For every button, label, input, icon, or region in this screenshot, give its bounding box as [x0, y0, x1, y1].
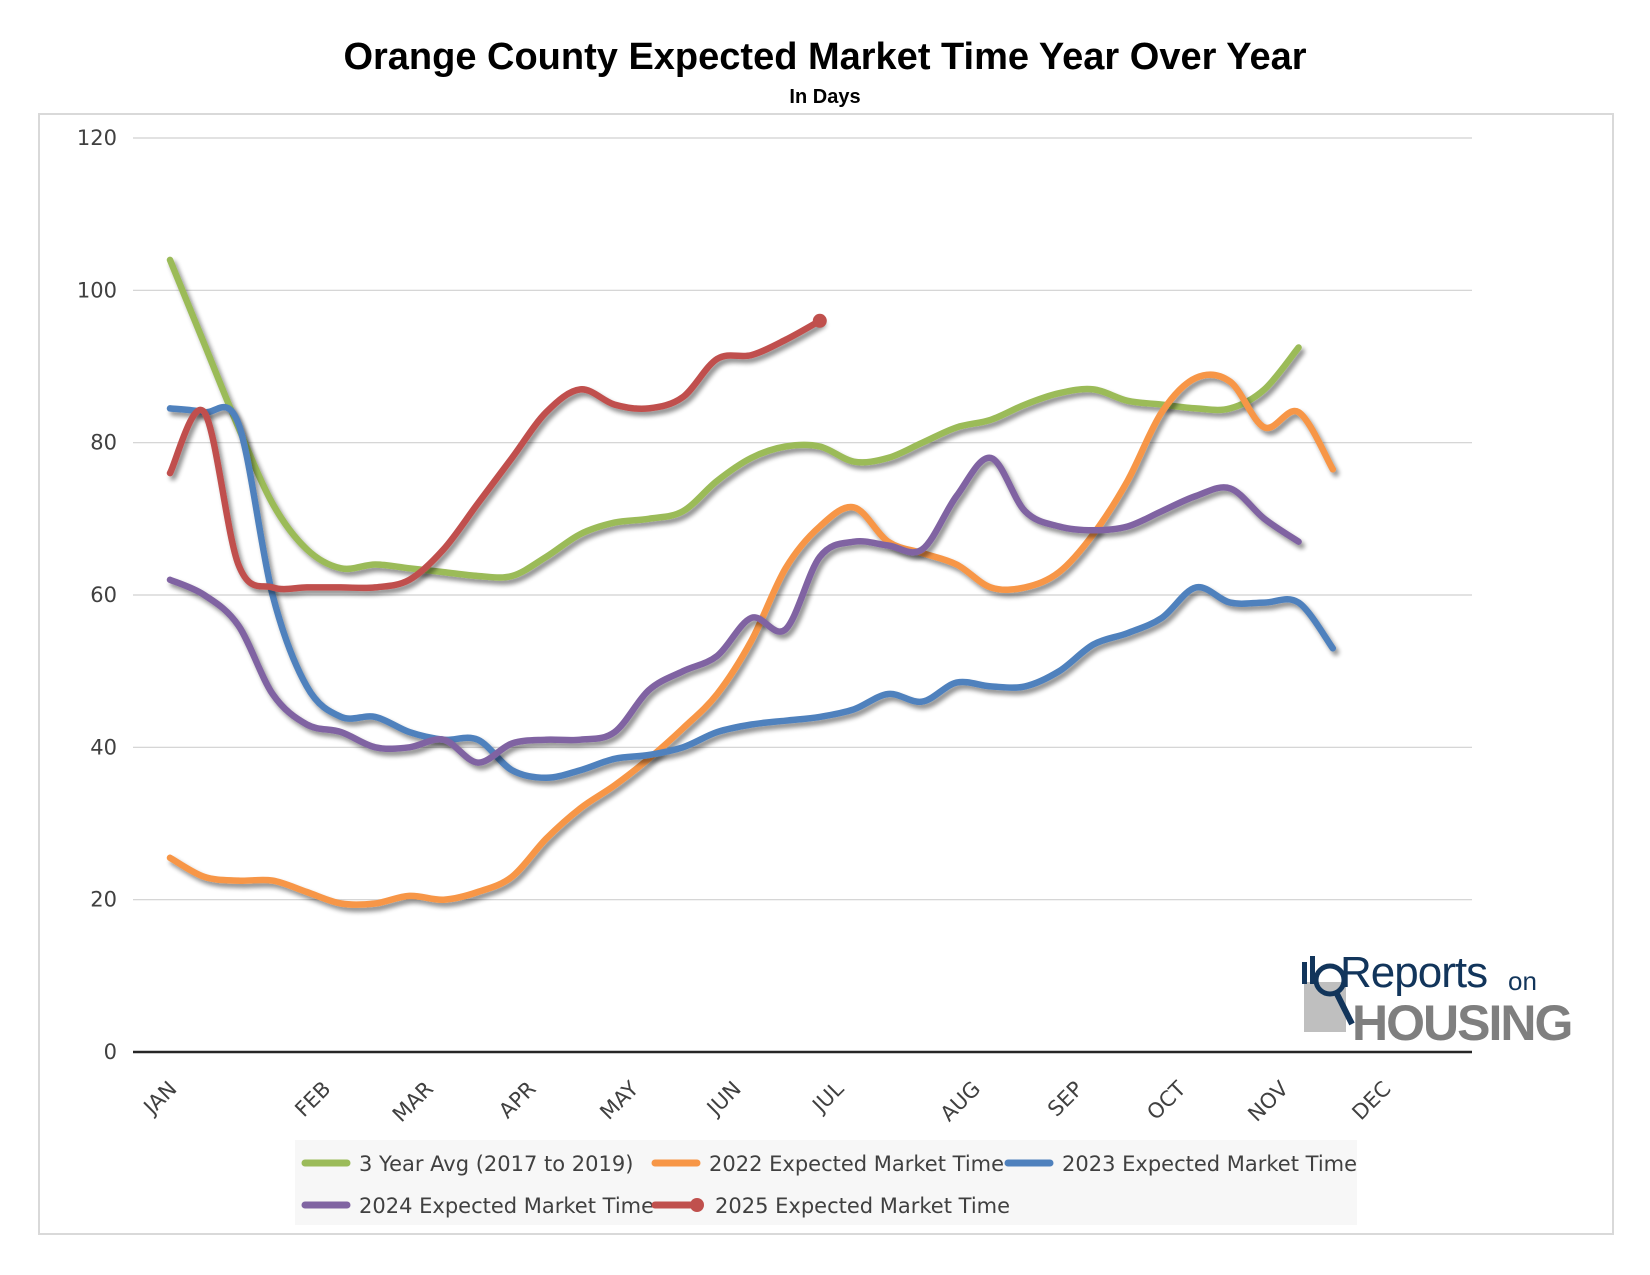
- y-tick-label: 0: [104, 1040, 117, 1064]
- x-tick-label: JUL: [807, 1076, 849, 1118]
- x-tick-label: OCT: [1142, 1076, 1190, 1124]
- series-line-4: [166, 317, 824, 593]
- y-tick-label: 40: [90, 735, 117, 759]
- legend-label-1: 2022 Expected Market Time: [709, 1152, 1004, 1176]
- reports-on-housing-logo: Reports on HOUSING: [1300, 948, 1580, 1051]
- y-tick-label: 100: [77, 278, 117, 302]
- logo-mark-icon: [1302, 956, 1355, 1032]
- legend-marker: [690, 1198, 704, 1212]
- legend-label-0: 3 Year Avg (2017 to 2019): [359, 1152, 633, 1176]
- series-line-3: [166, 454, 1302, 766]
- x-tick-label: FEB: [290, 1077, 335, 1122]
- series-line-0: [166, 256, 1302, 581]
- legend-label-2: 2023 Expected Market Time: [1062, 1152, 1357, 1176]
- logo-word-on: on: [1508, 966, 1537, 996]
- x-tick-label: MAR: [388, 1077, 438, 1127]
- series-line-2: [166, 403, 1337, 782]
- gridlines: [133, 137, 1472, 1054]
- x-tick-label: JAN: [138, 1077, 182, 1121]
- series-line-1: [166, 371, 1337, 908]
- y-tick-label: 120: [77, 126, 117, 150]
- x-tick-label: DEC: [1347, 1077, 1395, 1125]
- logo-word-reports: Reports: [1340, 948, 1488, 997]
- series-lines: [166, 256, 1337, 908]
- y-tick-label: 60: [90, 583, 117, 607]
- x-tick-label: SEP: [1043, 1077, 1088, 1122]
- legend-box: [295, 1140, 1357, 1225]
- x-axis: JAN FEB MAR APR MAY JUN JUL AUG SEP OCT NOV DEC: [138, 1076, 1396, 1127]
- chart-frame: [38, 113, 1614, 1235]
- x-tick-label: NOV: [1243, 1076, 1293, 1126]
- chart-subtitle: In Days: [789, 86, 861, 108]
- chart-title: Orange County Expected Market Time Year …: [343, 36, 1307, 78]
- series-end-marker: [812, 313, 827, 328]
- legend: 3 Year Avg (2017 to 2019) 2022 Expected M…: [295, 1140, 1357, 1225]
- logo-word-housing: HOUSING: [1352, 995, 1573, 1051]
- x-tick-label: APR: [494, 1077, 540, 1123]
- y-tick-label: 20: [90, 888, 117, 912]
- legend-label-4: 2025 Expected Market Time: [715, 1194, 1010, 1218]
- x-tick-label: JUN: [701, 1077, 746, 1122]
- y-tick-label: 80: [90, 431, 117, 455]
- legend-label-3: 2024 Expected Market Time: [359, 1194, 654, 1218]
- x-tick-label: AUG: [936, 1077, 986, 1127]
- y-axis: 0 20 40 60 80 100 120: [77, 126, 117, 1064]
- x-tick-label: MAY: [595, 1076, 643, 1124]
